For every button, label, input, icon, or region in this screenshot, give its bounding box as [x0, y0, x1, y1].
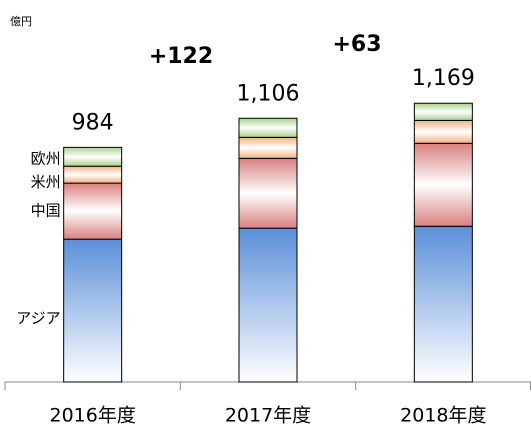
bar-segment — [413, 119, 473, 144]
segment-label: 米州 — [31, 173, 61, 191]
segment-label: アジア — [16, 309, 60, 327]
total-label: 984 — [72, 110, 114, 135]
bar-segment — [63, 165, 123, 184]
total-label: 1,106 — [237, 81, 300, 106]
bar-segment — [63, 146, 123, 167]
x-tick-label: 2017年度 — [225, 405, 311, 427]
bar-segment — [63, 238, 123, 383]
segment-label: 欧州 — [31, 149, 61, 167]
unit-label: 億円 — [10, 15, 32, 28]
bar-segment — [413, 142, 473, 227]
bar-segment — [238, 227, 298, 383]
x-tick-label: 2018年度 — [400, 405, 486, 427]
bar-segment — [413, 225, 473, 383]
bar-segment — [238, 117, 298, 138]
segment-label: 中国 — [31, 202, 61, 220]
x-tick-label: 2016年度 — [49, 405, 135, 427]
bar-segment — [238, 157, 298, 229]
difference-annotation: +122 — [149, 44, 213, 69]
total-label: 1,169 — [412, 66, 475, 91]
difference-annotation: +63 — [332, 32, 381, 57]
bar-segment — [63, 182, 123, 240]
bar-segment — [238, 136, 298, 159]
bar-segment — [413, 102, 473, 121]
